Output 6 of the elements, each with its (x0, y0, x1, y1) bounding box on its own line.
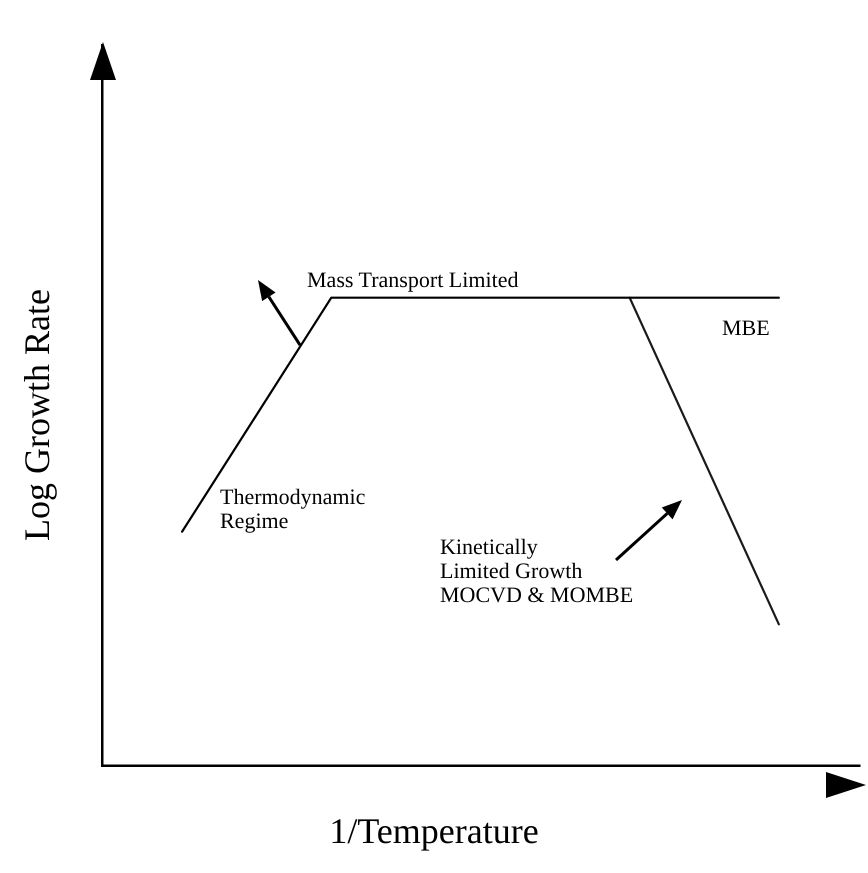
text: Mass Transport Limited (307, 267, 518, 292)
x-axis-title: 1/Temperature (328, 811, 540, 852)
annotation: Kinetically Limited Growth MOCVD & MOMBE (440, 534, 634, 608)
annotation: MBE (722, 315, 770, 340)
annotation: Thermodynamic Regime (220, 484, 366, 534)
y-axis-title: Log Growth Rate (17, 289, 58, 541)
